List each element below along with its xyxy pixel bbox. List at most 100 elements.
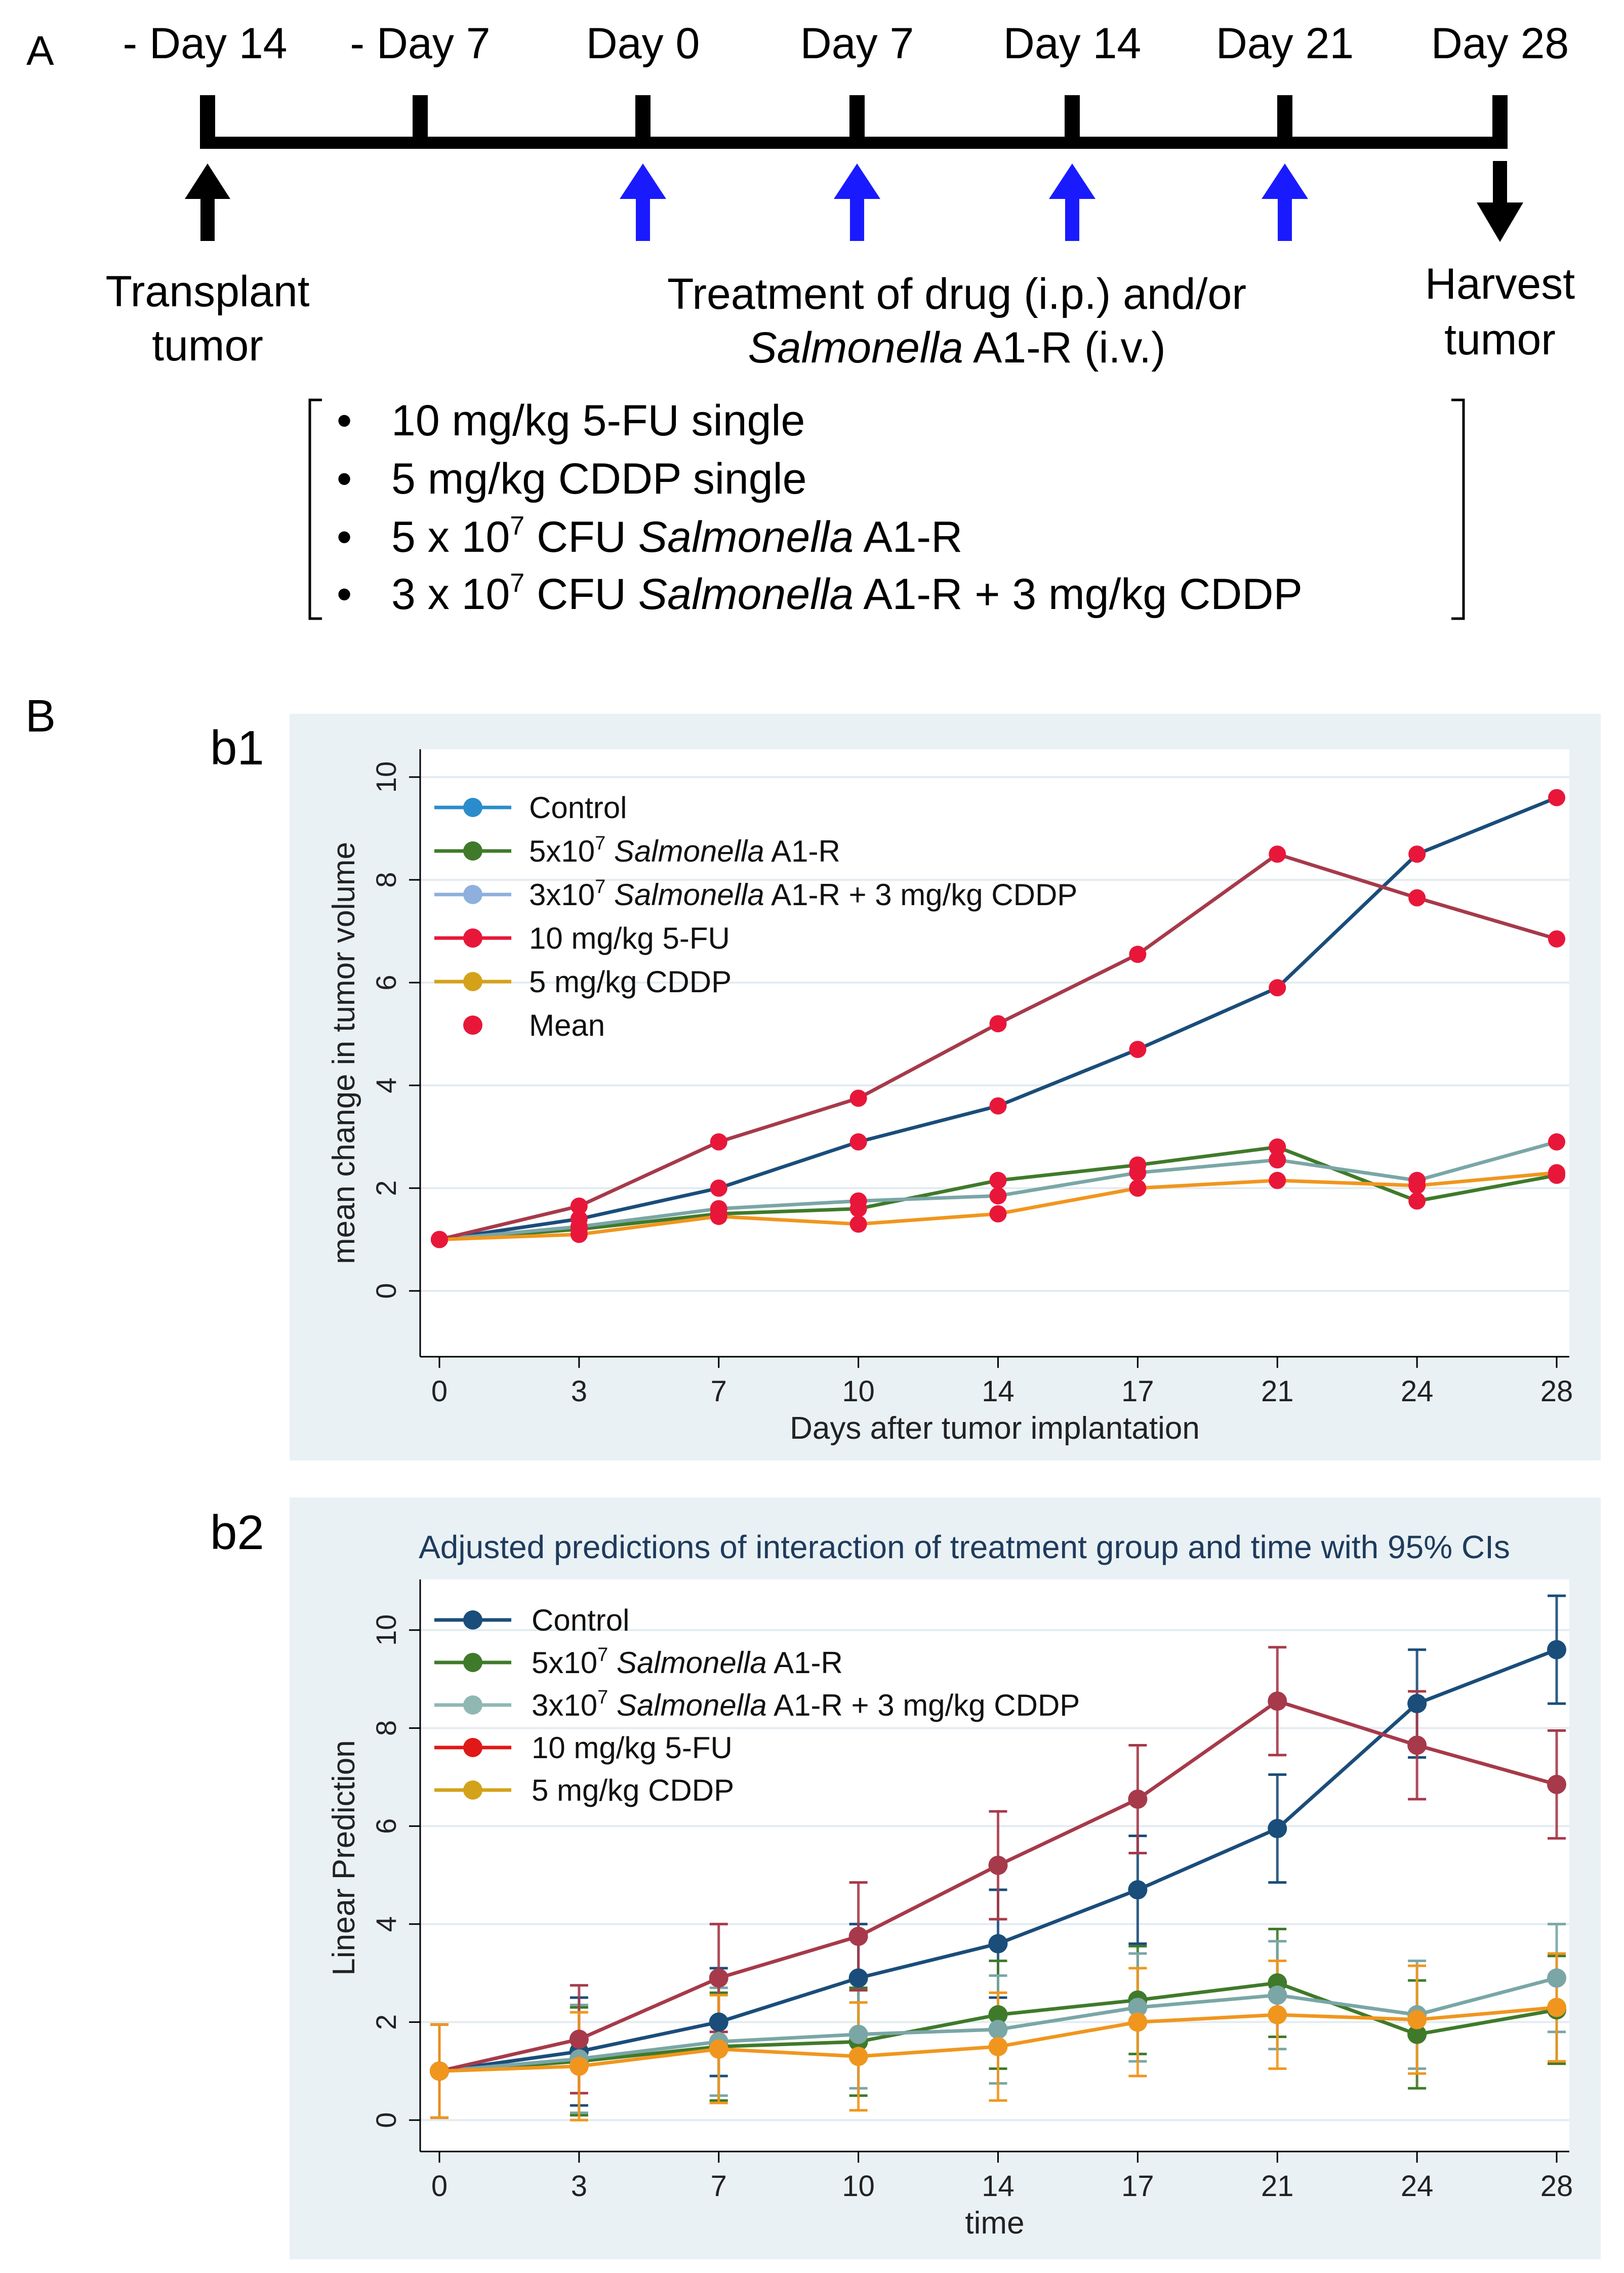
group-item: 5 mg/kg CDDP single: [391, 455, 807, 503]
chart-b2-xlabel: time: [965, 2206, 1024, 2241]
timeline-arrows: [185, 161, 1523, 242]
chart-b1-point-5-mg-kg-cddp: [1408, 1176, 1426, 1194]
harvest-label: Harvest: [1425, 260, 1575, 308]
chart-b1-y-tick-label: 10: [370, 761, 402, 793]
chart-b2-title: Adjusted predictions of interaction of t…: [419, 1529, 1510, 1565]
chart-b2-point-5-mg-kg-cddp: [430, 2061, 449, 2081]
day-label: Day 0: [586, 19, 700, 68]
chart-b1-point-5-mg-kg-cddp: [710, 1207, 727, 1225]
chart-b2-point-10-mg-kg-5-fu: [848, 1927, 868, 1946]
chart-b2-legend-label: 3x107 Salmonella A1-R + 3 mg/kg CDDP: [532, 1687, 1080, 1722]
chart-b2-point-10-mg-kg-5-fu: [569, 2030, 589, 2049]
chart-b2-y-ticks: 0 2 4 6 8 10: [370, 1614, 420, 2128]
chart-b2-x-tick-label: 17: [1121, 2170, 1154, 2203]
chart-b2-point-3x10-7-salmonella-a1-r-3-mg-kg-cddp: [1268, 1985, 1287, 2005]
chart-b1-legend-entry: Mean: [463, 1008, 605, 1042]
chart-b1-x-tick-label: 3: [571, 1375, 587, 1408]
chart-b2-x-tick-label: 28: [1540, 2170, 1573, 2203]
chart-b1-legend-swatch-marker: [463, 798, 482, 817]
group-bullet: •: [337, 513, 352, 561]
chart-b1-point-5-mg-kg-cddp: [1548, 1164, 1565, 1182]
chart-b2-point-control: [988, 1934, 1008, 1954]
chart-b1-y-tick-label: 6: [370, 975, 402, 990]
group-bullet: •: [337, 455, 352, 503]
chart-b1-point-5-mg-kg-cddp: [570, 1226, 588, 1243]
chart-b2-point-10-mg-kg-5-fu: [1547, 1774, 1566, 1794]
chart-b2-legend-entry: 10 mg/kg 5-FU: [434, 1731, 733, 1765]
chart-b2-point-5-mg-kg-cddp: [988, 2037, 1008, 2056]
chart-b2-point-10-mg-kg-5-fu: [1407, 1735, 1427, 1755]
chart-b2-x-tick-label: 24: [1401, 2170, 1434, 2203]
chart-b2-ylabel: Linear Prediction: [327, 1740, 361, 1975]
chart-b2-y-tick-label: 4: [370, 1916, 402, 1932]
chart-b2: Adjusted predictions of interaction of t…: [290, 1497, 1601, 2259]
chart-b1-legend: Control 5x107 Salmonella A1-R 3x107 Salmon…: [434, 791, 1077, 1042]
chart-b1-point-3x10-7-salmonella-a1-r-3-mg-kg-cddp: [849, 1192, 867, 1210]
chart-b2-legend-label: 10 mg/kg 5-FU: [532, 1731, 733, 1765]
chart-b1-x-tick-label: 24: [1401, 1375, 1434, 1408]
chart-b1-point-10-mg-kg-5-fu: [1269, 845, 1286, 863]
chart-b1-legend-label: 5 mg/kg CDDP: [529, 965, 732, 999]
chart-b1-legend-entry: 5x107 Salmonella A1-R: [434, 833, 840, 868]
chart-b1-point-5x10-7-salmonella-a1-r: [989, 1171, 1007, 1189]
chart-b1-point-10-mg-kg-5-fu: [710, 1133, 727, 1151]
chart-b2-y-tick-label: 10: [370, 1614, 402, 1646]
chart-b1-y-tick-label: 0: [370, 1283, 402, 1298]
chart-b2-gridlines: [420, 1629, 1569, 2121]
group-item: 5 x 107 CFU Salmonella A1-R: [391, 511, 962, 561]
chart-b2-x-tick-label: 21: [1261, 2170, 1294, 2203]
chart-b2-point-control: [848, 1968, 868, 1988]
chart-b2-x-tick-label: 14: [982, 2170, 1014, 2203]
chart-b1-point-control: [710, 1180, 727, 1197]
chart-b2-point-control: [1547, 1640, 1566, 1659]
chart-b2-point-3x10-7-salmonella-a1-r-3-mg-kg-cddp: [1547, 1968, 1566, 1988]
day-label: Day 14: [1003, 19, 1142, 68]
chart-b2-x-tick-label: 7: [711, 2170, 727, 2203]
chart-b1-point-control: [1269, 979, 1286, 997]
bracket-right: [1451, 398, 1465, 620]
chart-b2-series: [430, 1594, 1566, 2122]
transplant-label: tumor: [152, 321, 263, 370]
chart-b2-legend-entry: 5x107 Salmonella A1-R: [434, 1644, 843, 1680]
chart-b1-x-tick-label: 17: [1121, 1375, 1154, 1408]
day-label: Day 28: [1431, 19, 1569, 68]
group-bullet: •: [337, 396, 352, 445]
chart-b1-legend-label: 10 mg/kg 5-FU: [529, 921, 730, 955]
treatment-arrow-icon: [834, 164, 880, 241]
chart-b2-point-5x10-7-salmonella-a1-r: [1407, 2024, 1427, 2044]
chart-b2-point-5-mg-kg-cddp: [1268, 2005, 1287, 2024]
chart-b2-point-3x10-7-salmonella-a1-r-3-mg-kg-cddp: [988, 2019, 1008, 2039]
chart-b1-point-5-mg-kg-cddp: [431, 1231, 448, 1248]
chart-b1-xlabel: Days after tumor implantation: [790, 1411, 1200, 1446]
chart-b1-point-5-mg-kg-cddp: [1129, 1180, 1147, 1197]
day-label: Day 21: [1216, 19, 1354, 68]
chart-b1-point-3x10-7-salmonella-a1-r-3-mg-kg-cddp: [1548, 1133, 1565, 1151]
timeline-panel: A - Day 14 - Day 7 Day 0 Day 7 Day 14 Da…: [26, 19, 1575, 620]
chart-b2-point-5-mg-kg-cddp: [848, 2047, 868, 2066]
treatment-arrow-icon: [1049, 164, 1095, 241]
chart-b2-legend-swatch-marker: [463, 1738, 482, 1757]
chart-b1-point-control: [1548, 789, 1565, 806]
chart-b2-legend-label: 5 mg/kg CDDP: [532, 1773, 734, 1807]
timeline-tick: [200, 95, 215, 149]
chart-b2-x-ticks: 0 3 7 10 14 17 21 24 28: [431, 2152, 1573, 2203]
chart-b1-point-3x10-7-salmonella-a1-r-3-mg-kg-cddp: [1269, 1151, 1286, 1169]
treatment-arrow-icon: [1262, 164, 1308, 241]
harvest-arrow-icon: [1477, 161, 1523, 242]
chart-b2-y-tick-label: 0: [370, 2112, 402, 2128]
chart-b2-point-5-mg-kg-cddp: [569, 2056, 589, 2076]
chart-b2-legend-swatch-marker: [463, 1610, 482, 1630]
chart-b2-point-control: [1407, 1694, 1427, 1714]
bracket-left: [308, 398, 322, 620]
timeline-axis: [200, 95, 1508, 149]
chart-b2-legend-swatch-marker: [463, 1695, 482, 1715]
chart-b1-x-tick-label: 0: [431, 1375, 448, 1408]
chart-b2-y-tick-label: 2: [370, 2014, 402, 2030]
chart-b2-legend-entry: 3x107 Salmonella A1-R + 3 mg/kg CDDP: [434, 1687, 1080, 1722]
chart-b2-x-tick-label: 3: [571, 2170, 587, 2203]
chart-b2-point-5-mg-kg-cddp: [1407, 2010, 1427, 2030]
chart-b2-point-5-mg-kg-cddp: [1547, 1998, 1566, 2017]
chart-b2-point-5x10-7-salmonella-a1-r: [988, 2005, 1008, 2024]
chart-b1-y-tick-label: 8: [370, 872, 402, 887]
